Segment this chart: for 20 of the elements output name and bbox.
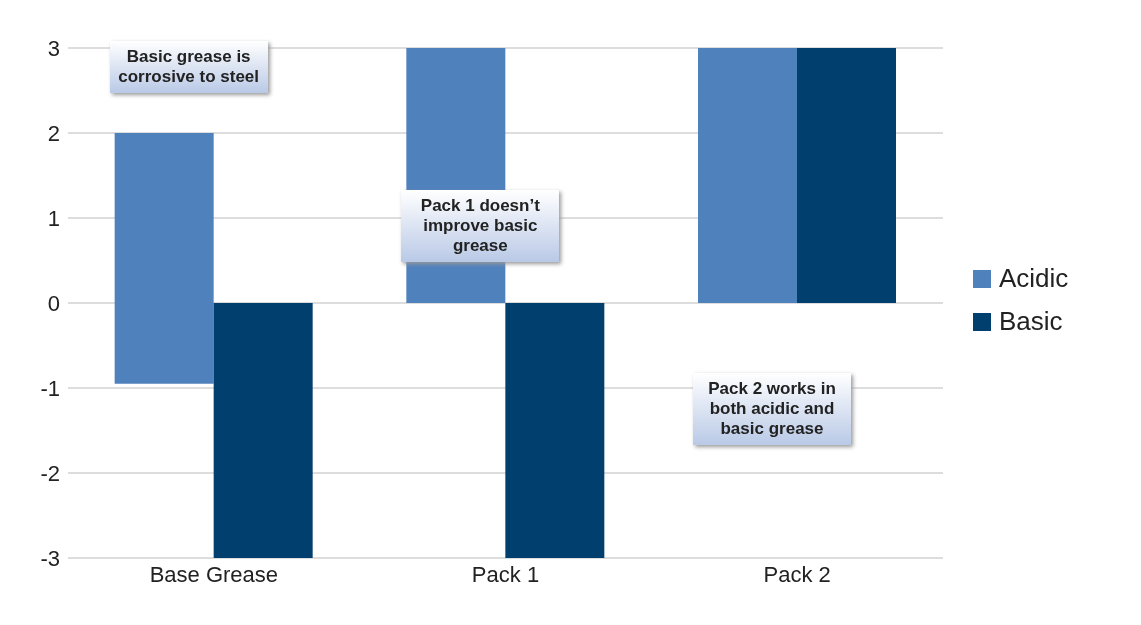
y-tick-label: 1 [47, 205, 60, 231]
y-tick-label: 3 [47, 35, 60, 61]
y-tick-label: 2 [47, 120, 60, 146]
bar [698, 48, 797, 303]
bar [114, 133, 214, 384]
y-tick-label: -2 [40, 460, 60, 486]
bar [797, 48, 896, 303]
callout-box: Basic grease is corrosive to steel [109, 41, 268, 94]
callout-box: Pack 2 works in both acidic and basic grease [693, 372, 851, 445]
x-tick-label: Base Grease [149, 561, 279, 587]
y-tick-label: 0 [47, 290, 60, 316]
y-tick-label: -1 [40, 375, 60, 401]
callout-box: Pack 1 doesn’t improve basic grease [401, 190, 560, 262]
x-tick-label: Pack 2 [763, 561, 831, 587]
legend-label: Basic [999, 306, 1063, 337]
legend-label: Acidic [999, 263, 1069, 294]
bar [505, 303, 605, 558]
bar [213, 303, 313, 558]
y-tick-label: -3 [40, 545, 60, 571]
x-tick-label: Pack 1 [471, 561, 540, 587]
